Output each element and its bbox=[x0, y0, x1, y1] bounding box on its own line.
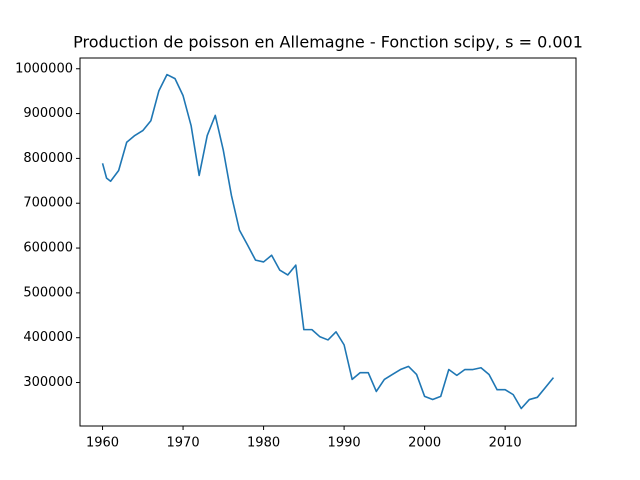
x-tick-label: 1980 bbox=[247, 436, 280, 451]
y-tick-label: 800000 bbox=[23, 151, 73, 166]
y-tick-label: 500000 bbox=[23, 285, 73, 300]
y-tick-label: 1000000 bbox=[15, 61, 73, 76]
y-tick-label: 600000 bbox=[23, 241, 73, 256]
x-tick-label: 1970 bbox=[167, 436, 200, 451]
y-tick-label: 700000 bbox=[23, 196, 73, 211]
y-tick-label: 300000 bbox=[23, 375, 73, 390]
y-tick-label: 400000 bbox=[23, 330, 73, 345]
x-tick-label: 1960 bbox=[86, 436, 119, 451]
y-tick-label: 900000 bbox=[23, 106, 73, 121]
data-line bbox=[101, 73, 555, 410]
x-tick-label: 2010 bbox=[489, 436, 522, 451]
plot-frame bbox=[79, 57, 577, 427]
x-tick-label: 1990 bbox=[328, 436, 361, 451]
chart-title: Production de poisson en Allemagne - Fon… bbox=[73, 33, 583, 52]
x-tick-label: 2000 bbox=[408, 436, 441, 451]
